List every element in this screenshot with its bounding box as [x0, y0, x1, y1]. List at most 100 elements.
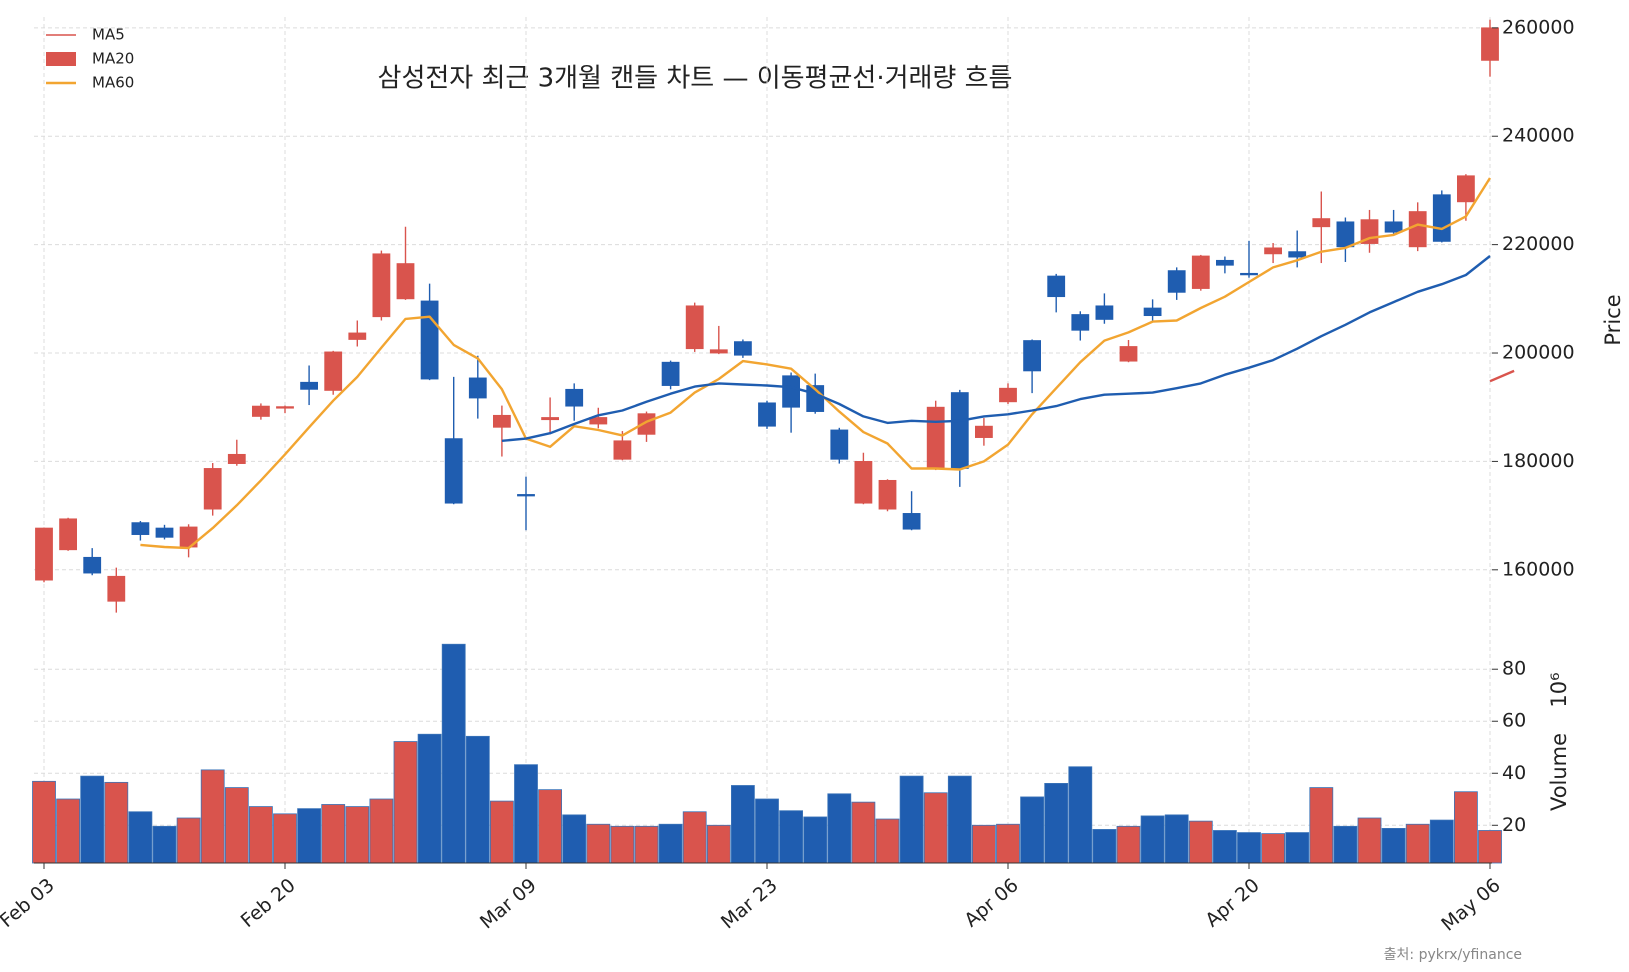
- candle-body: [1119, 346, 1138, 362]
- volume-bar: [779, 810, 803, 864]
- volume-axis-label: Volume: [1547, 733, 1571, 811]
- x-tick-label: Feb 20: [237, 874, 300, 932]
- volume-bar: [586, 823, 611, 864]
- legend-label: MA5: [92, 26, 125, 44]
- legend-patch: [46, 52, 76, 66]
- volume-bar: [538, 789, 562, 864]
- volume-bar: [1044, 783, 1069, 864]
- volume-bar: [248, 806, 273, 864]
- volume-bar: [417, 733, 442, 864]
- candle-body: [107, 575, 126, 602]
- volume-bar: [1357, 817, 1382, 864]
- candle-body: [276, 406, 294, 409]
- volume-bar: [441, 643, 466, 864]
- candle-body: [1143, 307, 1162, 317]
- candle-body: [1312, 218, 1331, 228]
- candle-body: [468, 377, 487, 399]
- volume-bar: [321, 804, 346, 864]
- candle-body: [999, 387, 1017, 403]
- volume-bar: [610, 825, 635, 864]
- candle-body: [227, 453, 246, 464]
- volume-bar: [682, 811, 707, 864]
- candle-body: [782, 375, 800, 408]
- volume-tick-label: 60: [1502, 710, 1526, 732]
- volume-bar: [634, 825, 659, 864]
- volume-bar: [1116, 825, 1141, 864]
- candle-body: [1216, 259, 1234, 266]
- candle-body: [131, 522, 150, 535]
- candle-body: [637, 413, 656, 435]
- volume-bar: [369, 798, 394, 864]
- volume-bar: [851, 801, 876, 864]
- candle-body: [1167, 270, 1186, 293]
- candle-body: [1023, 340, 1041, 372]
- volume-bar: [658, 823, 683, 864]
- volume-bar: [128, 811, 153, 864]
- candle-body: [589, 417, 608, 425]
- candle-body: [1095, 305, 1114, 320]
- candle-body: [902, 513, 921, 530]
- candle-body: [1191, 255, 1210, 289]
- candle-body: [1384, 221, 1403, 233]
- volume-bar: [489, 800, 514, 864]
- volume-bar: [224, 787, 249, 864]
- candle-body: [1240, 272, 1258, 276]
- candle-body: [565, 388, 584, 407]
- volume-bar: [56, 798, 80, 864]
- x-tick-label: Apr 06: [960, 874, 1022, 931]
- candle-body: [1481, 27, 1499, 61]
- volume-bar: [32, 780, 56, 864]
- volume-tick-label: 80: [1502, 658, 1526, 680]
- volume-bar: [200, 769, 225, 864]
- volume-bar: [1381, 828, 1406, 864]
- candle-body: [613, 440, 632, 460]
- candle-body: [541, 417, 559, 421]
- candle-body: [300, 381, 319, 390]
- candle-body: [83, 556, 102, 574]
- overlay-line: [501, 255, 1491, 442]
- candle-body: [926, 406, 945, 469]
- volume-bar: [706, 824, 731, 864]
- volume-bar: [562, 814, 587, 864]
- candle-body: [203, 468, 222, 510]
- candle-body: [1408, 211, 1427, 248]
- candle-body: [324, 351, 343, 391]
- volume-bar: [947, 775, 972, 864]
- grid-layer: [34, 17, 1492, 863]
- candle-body: [1071, 314, 1090, 331]
- legend-label: MA60: [92, 74, 134, 92]
- volume-bar: [1020, 796, 1044, 864]
- x-tick-label: Mar 23: [717, 874, 782, 933]
- y-tick-label: 160000: [1502, 558, 1575, 580]
- candle-body: [975, 425, 993, 438]
- volume-tick-label: 40: [1502, 762, 1526, 784]
- candle-body: [1264, 247, 1282, 255]
- candle-body: [155, 527, 174, 538]
- volume-bar: [996, 823, 1020, 864]
- volume-bar: [1285, 832, 1310, 864]
- candle-body: [854, 461, 873, 504]
- candle-body: [59, 518, 77, 551]
- volume-bar: [152, 825, 177, 864]
- volume-bar: [1429, 819, 1454, 864]
- x-tick-label: Apr 20: [1201, 874, 1263, 931]
- candle-body: [444, 438, 463, 504]
- volume-bar: [755, 798, 779, 864]
- y-tick-label: 260000: [1502, 16, 1575, 38]
- candle-body: [1336, 221, 1355, 248]
- candle-body: [396, 263, 415, 300]
- candle-body: [372, 253, 391, 318]
- candle-body: [685, 305, 704, 350]
- volume-bar: [1309, 787, 1334, 864]
- volume-bar: [1454, 791, 1478, 864]
- overlay-line: [1489, 369, 1515, 383]
- candle-body: [1047, 275, 1066, 298]
- candle-body: [492, 414, 511, 428]
- volume-bar: [1213, 830, 1237, 864]
- volume-bar: [1092, 829, 1117, 864]
- volume-bar: [1405, 823, 1430, 864]
- x-tick-label: Mar 09: [476, 874, 541, 933]
- volume-bar: [176, 817, 201, 864]
